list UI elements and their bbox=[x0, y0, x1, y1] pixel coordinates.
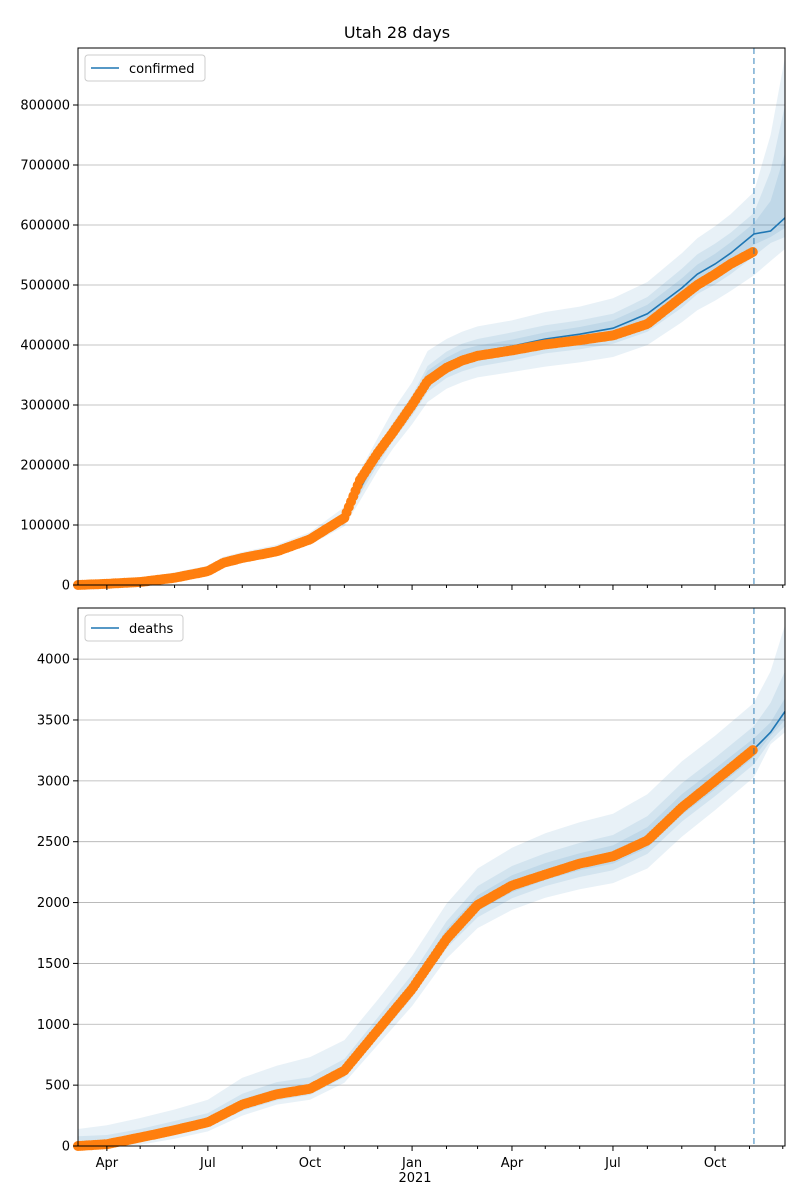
y-tick-label: 200000 bbox=[20, 459, 70, 474]
deaths-panel: 0 500 1000 1500 2000 2500 3000 3500 4000 Apr Jul Oc… bbox=[37, 607, 786, 1171]
y-tick-label: 500000 bbox=[20, 279, 70, 294]
x-tick-label: Jan bbox=[401, 1156, 422, 1171]
y-tick-label: 0 bbox=[62, 1140, 70, 1155]
confirmed-panel: 0 100000 200000 300000 400000 500000 600000 700… bbox=[20, 47, 786, 594]
x-tick-label: Apr bbox=[501, 1156, 524, 1171]
y-tick-label: 800000 bbox=[20, 99, 70, 114]
y-tick-label: 1500 bbox=[37, 957, 70, 972]
legend-box bbox=[84, 614, 184, 642]
axes-frame bbox=[77, 607, 786, 1147]
observed-point bbox=[747, 247, 758, 257]
x-tick-label: Jul bbox=[199, 1156, 216, 1171]
y-tick-label: 1000 bbox=[37, 1018, 70, 1033]
x-year-label: 2021 bbox=[398, 1171, 431, 1186]
legend: confirmed bbox=[84, 54, 206, 82]
y-tick-label: 0 bbox=[62, 579, 70, 594]
uncertainty-band bbox=[78, 153, 785, 585]
y-tick-label: 2500 bbox=[37, 835, 70, 850]
observed-points bbox=[73, 247, 758, 590]
x-tick-label: Apr bbox=[96, 1156, 119, 1171]
y-tick-label: 500 bbox=[45, 1079, 70, 1094]
y-tick-label: 3500 bbox=[37, 713, 70, 728]
y-tick-label: 2000 bbox=[37, 896, 70, 911]
legend: deaths bbox=[84, 614, 184, 642]
legend-label: confirmed bbox=[129, 62, 195, 77]
observed-point bbox=[747, 745, 758, 756]
legend-box bbox=[84, 54, 206, 82]
y-tick-label: 100000 bbox=[20, 519, 70, 534]
x-tick-label: Jul bbox=[604, 1156, 621, 1171]
y-tick-label: 3000 bbox=[37, 774, 70, 789]
chart-title: Utah 28 days bbox=[344, 23, 450, 42]
y-tick-label: 300000 bbox=[20, 399, 70, 414]
observed-points bbox=[73, 745, 758, 1151]
x-tick-label: Oct bbox=[299, 1156, 321, 1171]
y-tick-label: 700000 bbox=[20, 159, 70, 174]
y-tick-label: 400000 bbox=[20, 339, 70, 354]
axes-frame bbox=[77, 47, 786, 586]
y-tick-label: 4000 bbox=[37, 653, 70, 668]
x-tick-label: Oct bbox=[704, 1156, 726, 1171]
y-tick-label: 600000 bbox=[20, 219, 70, 234]
legend-label: deaths bbox=[129, 622, 174, 637]
